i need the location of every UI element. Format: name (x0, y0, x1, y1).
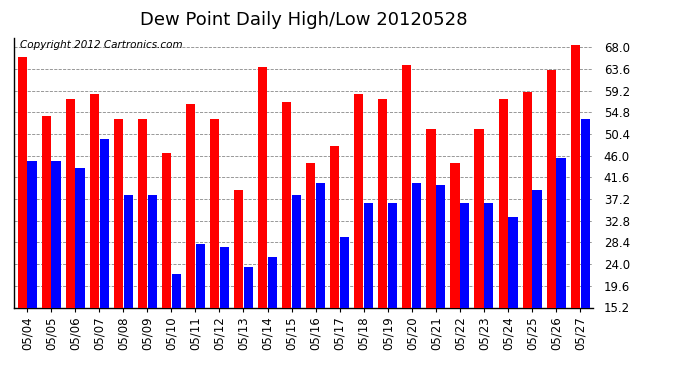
Bar (306, 163, 315, 308)
Bar (316, 183, 325, 308)
Bar (90, 94, 99, 308)
Bar (580, 119, 590, 308)
Bar (162, 153, 171, 308)
Bar (17, 57, 27, 308)
Bar (66, 99, 75, 308)
Bar (124, 195, 132, 308)
Bar (244, 267, 253, 308)
Bar (52, 160, 61, 308)
Bar (138, 119, 147, 308)
Bar (412, 183, 422, 308)
Bar (354, 94, 364, 308)
Bar (292, 195, 301, 308)
Bar (364, 202, 373, 308)
Bar (220, 247, 229, 308)
Bar (340, 237, 349, 308)
Bar (378, 99, 387, 308)
Bar (509, 217, 518, 308)
Bar (268, 257, 277, 307)
Bar (522, 92, 532, 308)
Bar (28, 160, 37, 308)
Bar (210, 119, 219, 308)
Bar (114, 119, 123, 308)
Bar (556, 158, 566, 308)
Bar (498, 99, 508, 308)
Bar (99, 138, 109, 308)
Bar (148, 195, 157, 308)
Text: Dew Point Daily High/Low 20120528: Dew Point Daily High/Low 20120528 (140, 11, 467, 29)
Bar (426, 129, 435, 308)
Bar (451, 163, 460, 308)
Text: Copyright 2012 Cartronics.com: Copyright 2012 Cartronics.com (19, 40, 182, 50)
Bar (196, 244, 205, 308)
Bar (41, 116, 51, 308)
Bar (172, 274, 181, 308)
Bar (75, 168, 85, 308)
Bar (388, 202, 397, 308)
Bar (234, 190, 243, 308)
Bar (186, 104, 195, 308)
Bar (533, 190, 542, 308)
Bar (402, 64, 411, 308)
Bar (546, 69, 555, 308)
Bar (282, 102, 291, 308)
Bar (475, 129, 484, 308)
Bar (460, 202, 469, 308)
Bar (331, 146, 339, 308)
Bar (436, 185, 445, 308)
Bar (258, 67, 267, 308)
Bar (571, 45, 580, 308)
Bar (484, 202, 493, 308)
